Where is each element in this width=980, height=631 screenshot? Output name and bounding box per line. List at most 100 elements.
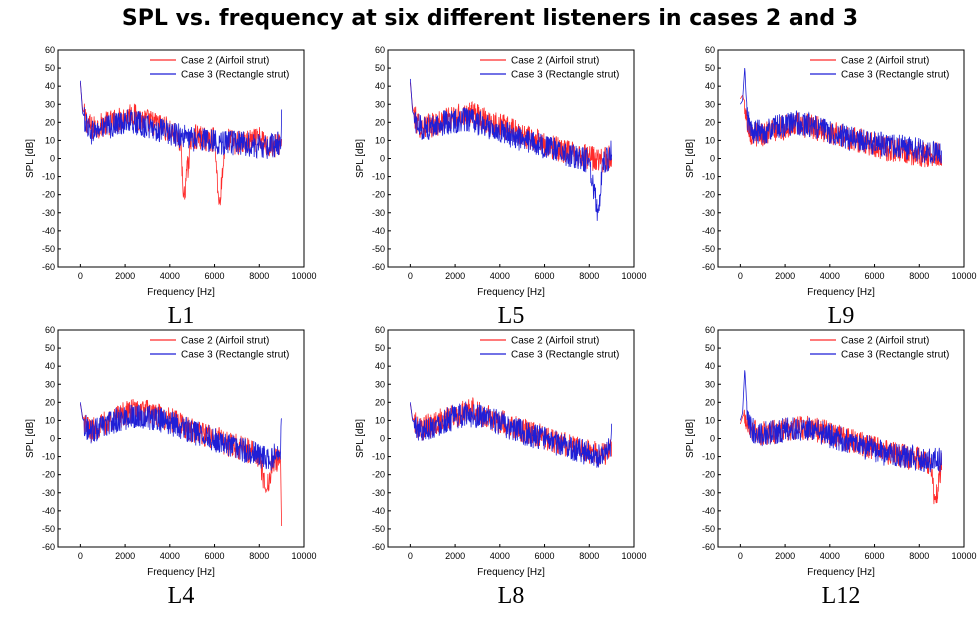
y-axis-label: SPL [dB] xyxy=(25,419,36,458)
x-axis-label: Frequency [Hz] xyxy=(147,567,215,578)
y-tick-label: -30 xyxy=(42,488,55,498)
panel-label: L8 xyxy=(498,583,525,609)
panel-label: L4 xyxy=(168,583,195,609)
y-tick-label: 60 xyxy=(45,325,55,335)
y-tick-label: 50 xyxy=(375,63,385,73)
x-tick-label: 6000 xyxy=(205,551,225,561)
y-tick-label: 10 xyxy=(375,415,385,425)
x-tick-label: 6000 xyxy=(865,551,885,561)
y-axis-label: SPL [dB] xyxy=(685,139,696,178)
y-tick-label: -40 xyxy=(42,506,55,516)
y-tick-label: -50 xyxy=(42,524,55,534)
y-tick-label: 20 xyxy=(705,397,715,407)
y-axis-label: SPL [dB] xyxy=(25,139,36,178)
x-tick-label: 8000 xyxy=(579,271,599,281)
x-tick-label: 4000 xyxy=(490,551,510,561)
y-tick-label: -30 xyxy=(702,488,715,498)
y-tick-label: 30 xyxy=(45,379,55,389)
y-tick-label: 60 xyxy=(375,325,385,335)
y-tick-label: -20 xyxy=(42,470,55,480)
y-tick-label: 10 xyxy=(375,135,385,145)
x-tick-label: 10000 xyxy=(291,551,316,561)
y-tick-label: 20 xyxy=(705,117,715,127)
y-tick-label: -10 xyxy=(42,172,55,182)
chart-panel-l4: -60 -50 -40 -30 -20 -10 0 10 20 30 40 50 60 0 2000 4000… xyxy=(25,325,317,609)
chart-panel-l5: -60 -50 -40 -30 -20 -10 0 10 20 30 40 50 60 0 2000 4000… xyxy=(355,45,647,329)
y-tick-label: 0 xyxy=(710,154,715,164)
legend: Case 2 (Airfoil strut) Case 3 (Rectangle … xyxy=(150,336,289,361)
y-tick-label: 40 xyxy=(705,361,715,371)
y-tick-label: 10 xyxy=(45,415,55,425)
y-tick-label: 50 xyxy=(45,343,55,353)
y-tick-label: -60 xyxy=(42,262,55,272)
y-tick-label: 30 xyxy=(705,99,715,109)
y-tick-label: 30 xyxy=(375,379,385,389)
x-tick-label: 0 xyxy=(78,271,83,281)
panel-label: L1 xyxy=(168,303,195,329)
y-tick-label: 60 xyxy=(705,325,715,335)
y-tick-label: -40 xyxy=(702,506,715,516)
y-tick-label: 10 xyxy=(705,415,715,425)
x-tick-label: 4000 xyxy=(490,271,510,281)
y-tick-label: 40 xyxy=(45,361,55,371)
y-tick-label: -50 xyxy=(702,524,715,534)
x-tick-label: 10000 xyxy=(951,271,976,281)
y-tick-label: 60 xyxy=(705,45,715,55)
legend: Case 2 (Airfoil strut) Case 3 (Rectangle … xyxy=(480,336,619,361)
x-tick-label: 2000 xyxy=(775,551,795,561)
y-tick-label: -50 xyxy=(372,244,385,254)
y-tick-label: 0 xyxy=(710,434,715,444)
figure-title: SPL vs. frequency at six different liste… xyxy=(121,6,859,31)
chart-panel-l12: -60 -50 -40 -30 -20 -10 0 10 20 30 40 50 60 0 2000 4000… xyxy=(685,325,977,609)
x-tick-label: 8000 xyxy=(249,271,269,281)
y-tick-label: 20 xyxy=(45,117,55,127)
x-tick-label: 4000 xyxy=(160,551,180,561)
y-tick-label: -10 xyxy=(702,172,715,182)
y-tick-label: 0 xyxy=(380,154,385,164)
y-axis-label: SPL [dB] xyxy=(685,419,696,458)
plot-frame xyxy=(387,329,635,548)
legend-label-case3: Case 3 (Rectangle strut) xyxy=(841,70,949,81)
y-tick-label: -20 xyxy=(42,190,55,200)
x-tick-label: 2000 xyxy=(115,271,135,281)
y-tick-label: -30 xyxy=(372,208,385,218)
y-tick-label: -50 xyxy=(702,244,715,254)
legend: Case 2 (Airfoil strut) Case 3 (Rectangle … xyxy=(480,56,619,81)
y-tick-label: -20 xyxy=(372,190,385,200)
y-axis-label: SPL [dB] xyxy=(355,139,366,178)
x-tick-label: 0 xyxy=(738,551,743,561)
x-axis-label: Frequency [Hz] xyxy=(147,287,215,298)
x-tick-label: 8000 xyxy=(579,551,599,561)
y-tick-label: -10 xyxy=(702,452,715,462)
x-tick-label: 10000 xyxy=(621,271,646,281)
x-tick-label: 2000 xyxy=(115,551,135,561)
y-tick-label: 60 xyxy=(375,45,385,55)
series-line-case3 xyxy=(740,67,943,164)
series-line-case3 xyxy=(409,401,613,468)
x-tick-label: 0 xyxy=(78,551,83,561)
series-line-case2 xyxy=(79,398,283,527)
series-line-case3 xyxy=(739,370,943,473)
legend-label-case2: Case 2 (Airfoil strut) xyxy=(511,56,599,67)
x-tick-label: 6000 xyxy=(535,271,555,281)
y-tick-label: -40 xyxy=(42,226,55,236)
x-axis-label: Frequency [Hz] xyxy=(477,567,545,578)
y-tick-label: 0 xyxy=(50,154,55,164)
legend-label-case3: Case 3 (Rectangle strut) xyxy=(511,350,619,361)
y-tick-label: 50 xyxy=(705,63,715,73)
y-tick-label: -50 xyxy=(42,244,55,254)
legend-label-case3: Case 3 (Rectangle strut) xyxy=(511,70,619,81)
x-tick-label: 10000 xyxy=(951,551,976,561)
panel-label: L12 xyxy=(822,583,861,609)
x-tick-label: 6000 xyxy=(535,551,555,561)
y-tick-label: 0 xyxy=(50,434,55,444)
y-tick-label: 20 xyxy=(375,117,385,127)
y-tick-label: -20 xyxy=(372,470,385,480)
legend-label-case2: Case 2 (Airfoil strut) xyxy=(511,336,599,347)
series-line-case3 xyxy=(79,402,283,471)
y-tick-label: -40 xyxy=(372,506,385,516)
x-tick-label: 8000 xyxy=(909,271,929,281)
x-tick-label: 6000 xyxy=(205,271,225,281)
x-tick-label: 2000 xyxy=(445,271,465,281)
y-tick-label: 10 xyxy=(705,135,715,145)
